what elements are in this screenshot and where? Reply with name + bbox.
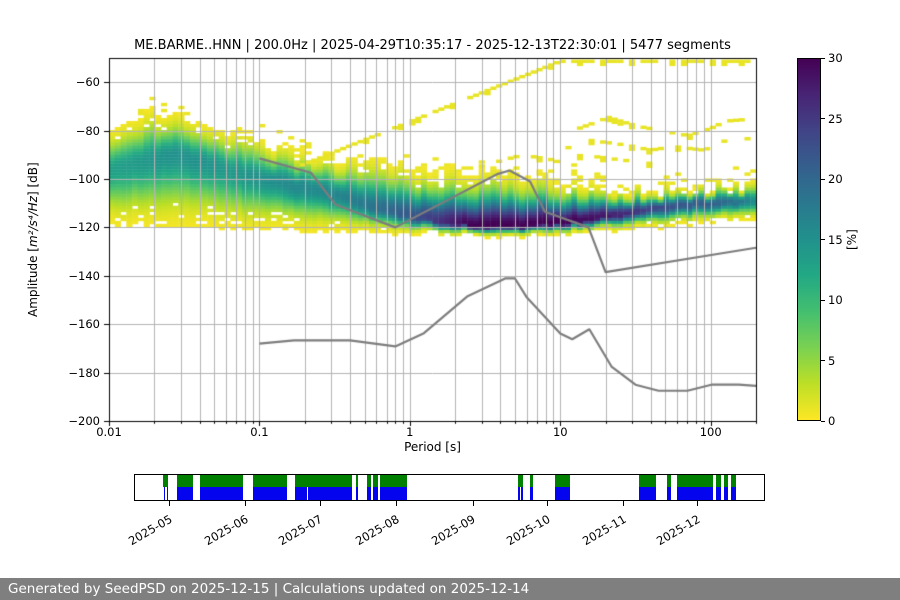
availability-segment-green <box>677 475 713 487</box>
availability-segment-green <box>724 475 728 487</box>
availability-month-tick <box>319 501 321 506</box>
availability-segment-green <box>356 475 359 487</box>
colorbar-tick-label: 30 <box>828 51 843 65</box>
availability-segment-blue <box>517 486 521 500</box>
amplitude-axis-label: Amplitude [m²/s⁴/Hz] [dB] <box>24 58 42 421</box>
availability-month-tick <box>546 501 548 506</box>
availability-segment-green <box>639 475 657 487</box>
availability-segment-blue <box>367 486 372 500</box>
colorbar-tick <box>821 420 825 422</box>
availability-segment-blue <box>724 486 728 500</box>
availability-segment-blue <box>199 486 243 500</box>
availability-segment-green <box>176 475 193 487</box>
y-tick-label: −140 <box>68 268 100 283</box>
colorbar-tick <box>821 239 825 240</box>
availability-month-tick <box>169 501 171 506</box>
y-tick-label: −180 <box>68 365 100 380</box>
availability-month-tick <box>245 501 247 506</box>
availability-segment-blue <box>667 486 672 500</box>
availability-segment-blue <box>356 486 359 500</box>
availability-segment-blue <box>372 486 379 500</box>
availability-month-tick <box>395 501 397 506</box>
availability-segment-green <box>367 475 372 487</box>
availability-segment-blue <box>176 486 193 500</box>
availability-segment-green <box>372 475 379 487</box>
availability-segment-blue <box>639 486 657 500</box>
x-tick-label: 0.1 <box>250 425 269 439</box>
availability-segment-green <box>294 475 353 487</box>
colorbar-tick <box>821 360 825 361</box>
colorbar-tick-label: 20 <box>828 172 843 186</box>
colorbar-tick-label: 25 <box>828 111 843 126</box>
availability-segment-green <box>730 475 737 487</box>
availability-segment-blue <box>163 486 166 500</box>
availability-segment-blue <box>554 486 570 500</box>
colorbar <box>797 58 821 421</box>
amplitude-axis-label-prefix: Amplitude [ <box>26 246 40 317</box>
y-tick-label: −160 <box>68 317 100 332</box>
availability-bar <box>134 474 765 501</box>
availability-segment-green <box>379 475 408 487</box>
y-tick-label: −120 <box>68 220 100 235</box>
footer-bar: Generated by SeedPSD on 2025-12-15 | Cal… <box>0 578 900 600</box>
y-tick-label: −60 <box>75 75 100 90</box>
colorbar-tick-label: 15 <box>828 232 843 247</box>
plot-title: ME.BARME..HNN | 200.0Hz | 2025-04-29T10:… <box>134 38 731 53</box>
availability-segment-blue <box>252 486 287 500</box>
availability-segment-blue <box>677 486 713 500</box>
availability-segment-green <box>667 475 672 487</box>
x-tick-label: 10 <box>552 425 568 439</box>
period-axis-label: Period [s] <box>404 440 461 454</box>
availability-segment-blue <box>379 486 408 500</box>
x-tick-label: 0.01 <box>96 425 122 439</box>
availability-segment-green <box>162 475 168 487</box>
availability-segment-green <box>252 475 287 487</box>
y-tick-label: −200 <box>68 414 100 428</box>
y-tick-label: −80 <box>75 123 100 138</box>
amplitude-axis-label-units: m²/s⁴/Hz <box>26 195 40 247</box>
availability-segment-blue <box>730 486 737 500</box>
amplitude-axis-label-suffix: ] [dB] <box>26 162 40 196</box>
y-tick-label: −100 <box>68 172 100 186</box>
colorbar-tick <box>821 118 825 119</box>
colorbar-tick-label: 10 <box>828 293 843 307</box>
colorbar-tick-label: 5 <box>828 353 836 368</box>
x-tick-label: 1 <box>406 425 414 439</box>
availability-segment-green <box>517 475 524 487</box>
availability-segment-blue <box>166 486 169 500</box>
availability-segment-green <box>715 475 721 487</box>
availability-month-tick <box>472 501 474 506</box>
colorbar-tick <box>821 178 825 180</box>
availability-segment-green <box>554 475 570 487</box>
colorbar-label: [%] <box>845 229 859 250</box>
footer-text: Generated by SeedPSD on 2025-12-15 | Cal… <box>8 581 530 597</box>
availability-segment-green <box>529 475 534 487</box>
colorbar-tick-label: 0 <box>828 414 836 428</box>
x-tick-label: 100 <box>699 425 722 439</box>
availability-month-tick <box>623 501 625 506</box>
availability-segment-green <box>199 475 243 487</box>
availability-segment-blue <box>308 486 353 500</box>
availability-segment-blue <box>294 486 307 500</box>
availability-segment-blue <box>521 486 524 500</box>
availability-segment-blue <box>529 486 534 500</box>
colorbar-tick <box>821 57 825 59</box>
availability-month-tick <box>696 501 698 506</box>
availability-segment-blue <box>715 486 721 500</box>
colorbar-tick <box>821 299 825 301</box>
